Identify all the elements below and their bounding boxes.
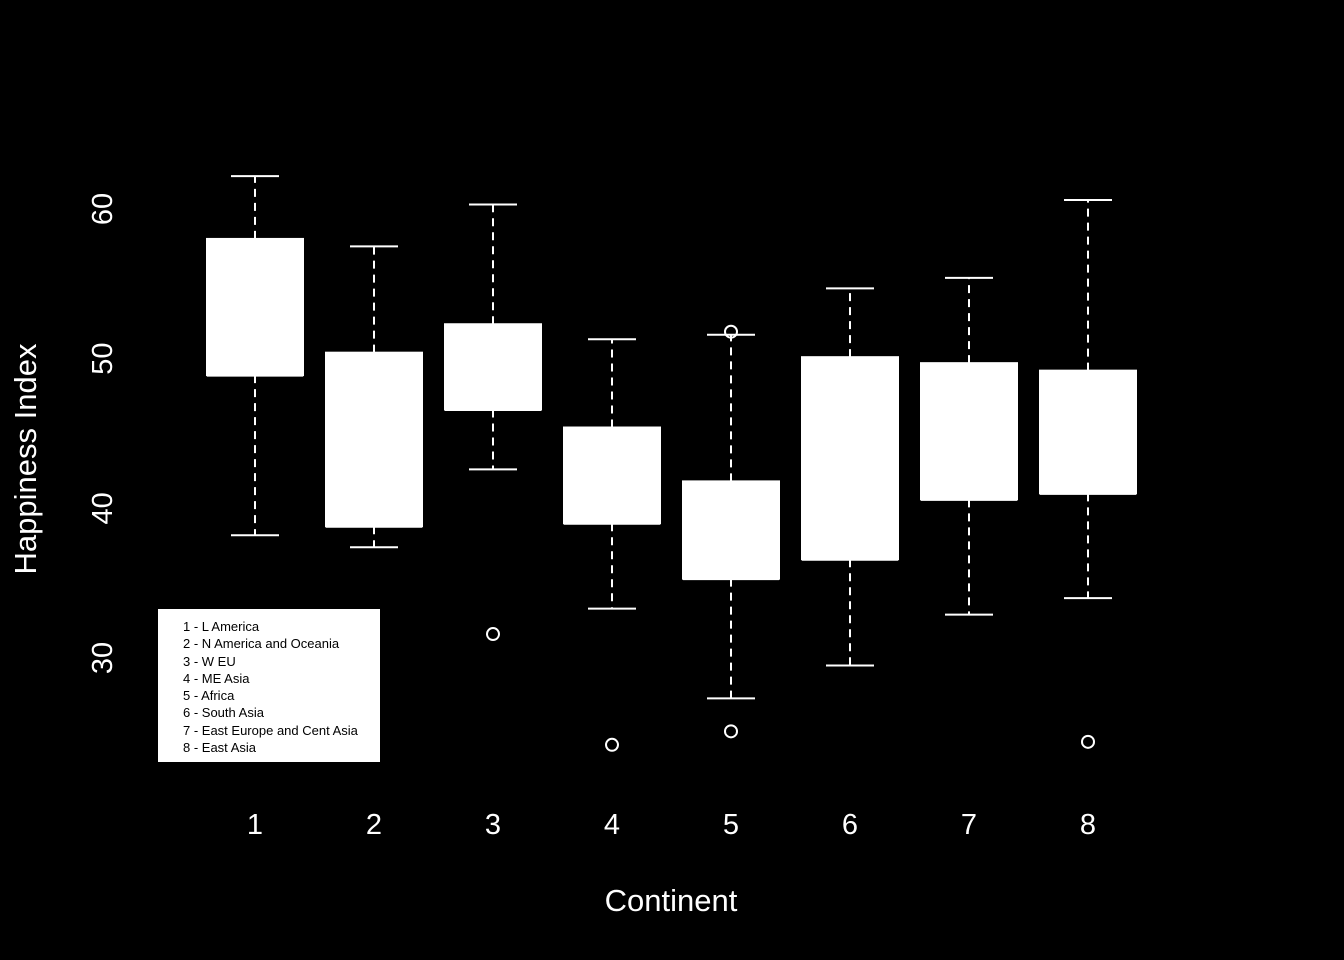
legend-item: 8 - East Asia	[183, 740, 256, 756]
x-tick-label: 5	[723, 809, 739, 841]
x-axis-tick-labels: 1 2 3 4 5 6 7 8	[247, 809, 1096, 841]
box-group	[325, 245, 423, 549]
x-tick-label: 7	[961, 809, 977, 841]
outlier-point	[605, 737, 619, 752]
x-tick-label: 2	[366, 809, 382, 841]
box-iqr	[206, 237, 304, 377]
box-iqr	[801, 356, 899, 561]
box-group	[801, 287, 899, 667]
box-group	[920, 276, 1018, 616]
legend-item: 4 - ME Asia	[183, 670, 250, 686]
outlier-point	[724, 724, 738, 739]
x-tick-label: 6	[842, 809, 858, 841]
box-iqr	[682, 480, 780, 580]
y-tick-label: 40	[87, 492, 119, 524]
box-iqr	[444, 323, 542, 411]
box-group	[563, 338, 661, 752]
box-group	[1039, 199, 1137, 749]
box-series	[206, 175, 1137, 752]
legend-item: 6 - South Asia	[183, 705, 264, 721]
box-iqr	[920, 362, 1018, 501]
x-tick-label: 1	[247, 809, 263, 841]
y-axis-label: Happiness Index	[8, 343, 43, 574]
outlier-point	[486, 627, 500, 642]
box-iqr	[563, 426, 661, 525]
legend: 1 - L America 2 - N America and Oceania …	[158, 609, 380, 762]
legend-item: 3 - W EU	[183, 653, 236, 669]
outlier-point	[1081, 734, 1095, 749]
y-tick-label: 30	[87, 642, 119, 674]
y-axis-tick-labels: 30 40 50 60	[87, 193, 119, 674]
legend-item: 2 - N America and Oceania	[183, 636, 340, 652]
x-tick-label: 8	[1080, 809, 1096, 841]
legend-item: 5 - Africa	[183, 688, 235, 704]
x-axis-label: Continent	[605, 883, 738, 918]
legend-item: 1 - L America	[183, 619, 260, 634]
x-tick-label: 3	[485, 809, 501, 841]
box-group	[682, 324, 780, 739]
box-iqr	[325, 351, 423, 528]
outlier-point	[724, 324, 738, 339]
x-tick-label: 4	[604, 809, 620, 841]
box-iqr	[1039, 369, 1137, 495]
box-group	[206, 175, 304, 537]
legend-item: 7 - East Europe and Cent Asia	[183, 722, 358, 738]
y-tick-label: 50	[87, 343, 119, 375]
box-group	[444, 203, 542, 642]
y-tick-label: 60	[87, 193, 119, 225]
